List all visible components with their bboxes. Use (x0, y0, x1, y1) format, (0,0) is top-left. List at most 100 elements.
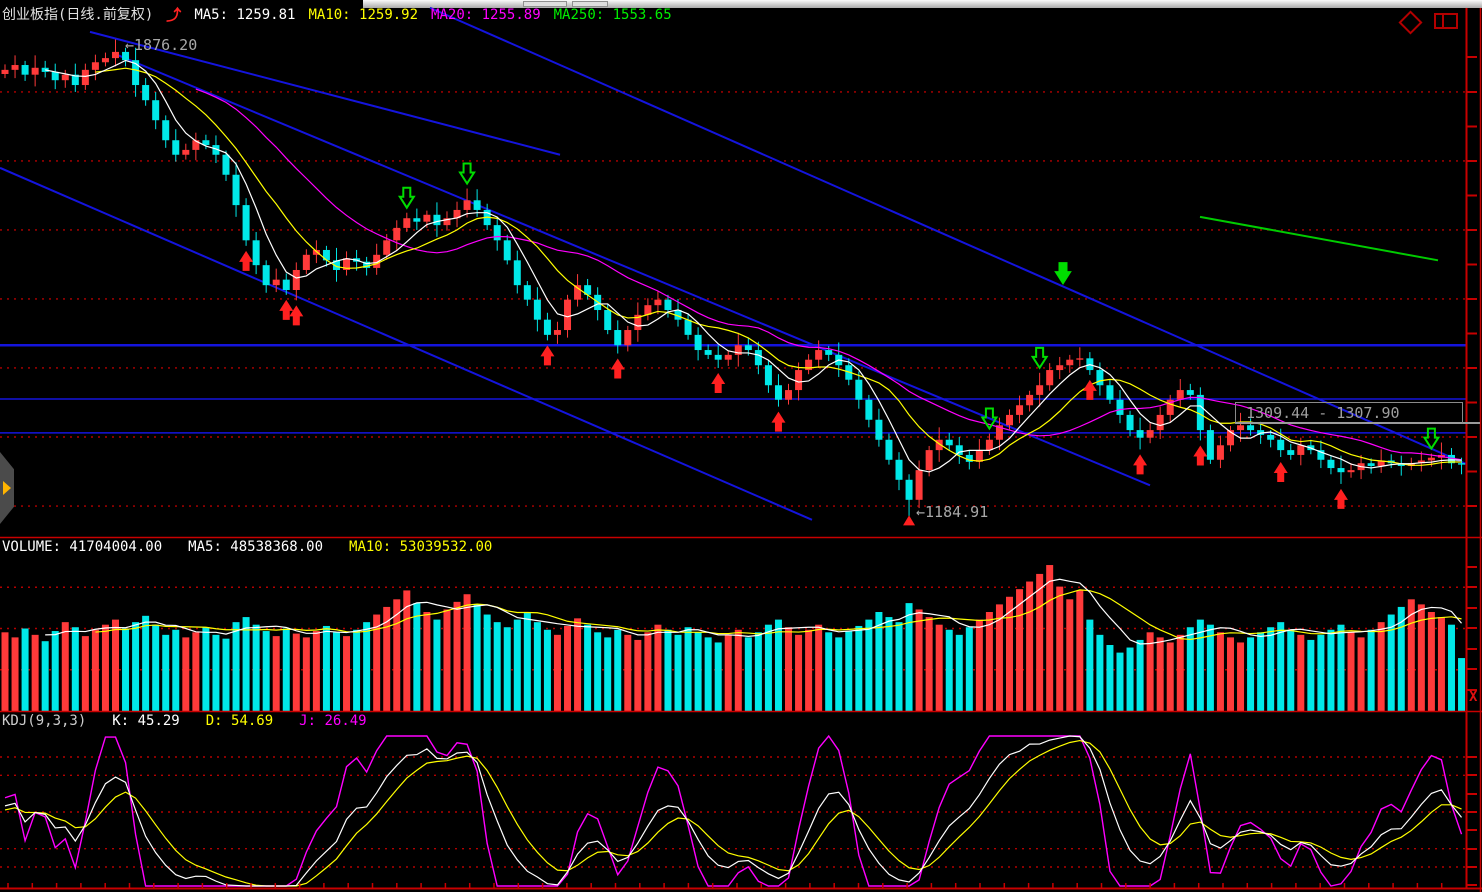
volume-bar (101, 624, 109, 711)
candle-body (302, 254, 310, 270)
candle-body (1116, 399, 1124, 415)
volume-bar (473, 604, 481, 711)
axis-layer (0, 8, 1482, 892)
trendline[interactable] (89, 30, 561, 156)
volume-bar (1186, 627, 1194, 711)
volume-bar (543, 629, 551, 711)
main-price-panel[interactable] (0, 6, 1467, 526)
volume-bar (1146, 632, 1154, 711)
volume-bar (1, 632, 9, 711)
trendline[interactable] (0, 166, 813, 521)
candle-body (322, 249, 330, 261)
volume-bar (955, 634, 963, 711)
volume-bar (714, 642, 722, 711)
candle-body (604, 310, 612, 331)
candle-body (1006, 414, 1013, 426)
window-split-icon[interactable] (1434, 13, 1458, 29)
volume-bar (41, 641, 49, 711)
volume-bar (965, 627, 973, 711)
candle-body (443, 218, 451, 226)
volume-bar (885, 617, 893, 711)
candle-body (453, 209, 461, 219)
candle-body (925, 450, 933, 471)
volume-bar (553, 634, 561, 711)
volume-bar (403, 590, 411, 711)
candle-body (1377, 460, 1385, 466)
volume-bar (1447, 624, 1455, 711)
volume-bar (182, 637, 190, 711)
candle-body (1016, 405, 1024, 415)
volume-bar (262, 631, 270, 711)
candle-body (1397, 463, 1405, 466)
candle-body (272, 279, 280, 286)
candle-body (513, 260, 521, 286)
volume-bar (594, 632, 602, 711)
candle-body (343, 258, 351, 270)
buy-signal-arrow-icon (239, 250, 254, 271)
candle-body (1447, 454, 1455, 464)
candle-body (614, 330, 622, 346)
buy-signal-arrow-icon (1273, 462, 1288, 483)
candle-body (503, 240, 511, 261)
candle-body (423, 214, 431, 222)
volume-bar (122, 628, 130, 711)
volume-bar (1026, 581, 1034, 711)
window-title-strip (363, 0, 1482, 8)
volume-bar (624, 634, 632, 711)
volume-bar (142, 615, 150, 711)
candle-body (774, 385, 782, 400)
ma250-line (1199, 215, 1439, 262)
volume-bar (393, 599, 401, 711)
window-split-icon-bar (1442, 15, 1444, 27)
volume-bar (152, 624, 160, 711)
volume-bar (985, 612, 993, 711)
candle-body (1257, 430, 1265, 435)
volume-panel[interactable] (0, 565, 1466, 711)
ma10-line (95, 67, 1462, 466)
candle-body (714, 354, 722, 360)
volume-bar (31, 634, 39, 711)
candle-body (553, 330, 561, 335)
volume-bar (212, 634, 220, 711)
volume-bar (764, 624, 772, 711)
candle-body (1317, 450, 1325, 460)
trendline[interactable] (114, 53, 1151, 487)
volume-bar (282, 628, 290, 711)
candle-body (463, 200, 471, 210)
trendline[interactable] (429, 6, 1467, 465)
volume-bar (1216, 632, 1224, 711)
candle-body (945, 439, 953, 446)
volume-bar (493, 622, 501, 711)
volume-bar (192, 632, 200, 711)
buy-signal-arrow-icon (540, 345, 555, 366)
candle-body (142, 85, 150, 101)
ma10-line (95, 589, 1462, 641)
ma-indicator: MA10: 1259.92 (308, 7, 419, 23)
candle-body (91, 62, 99, 70)
volume-bar (1016, 589, 1024, 711)
candle-body (363, 261, 371, 268)
close-indicator-button[interactable]: X (1469, 689, 1478, 705)
volume-bar (132, 622, 140, 711)
kdj-panel[interactable] (0, 734, 1466, 887)
candle-body (81, 69, 89, 86)
candle-body (122, 51, 130, 61)
candle-body (21, 65, 29, 75)
volume-bar (11, 637, 19, 711)
volume-bar (1066, 599, 1074, 711)
volume-bar (242, 617, 250, 711)
sidebar-expand-handle[interactable] (0, 452, 14, 524)
volume-bar (674, 634, 682, 711)
volume-bar (312, 631, 320, 711)
candle-body (1126, 414, 1134, 431)
candle-body (1417, 460, 1425, 464)
buy-signal-arrow-icon (1333, 488, 1348, 509)
candle-body (734, 345, 742, 355)
candle-body (1186, 390, 1194, 395)
volume-bar (202, 627, 210, 711)
candle-body (1166, 399, 1174, 415)
sell-signal-arrow-icon (1030, 346, 1049, 370)
volume-bar (332, 632, 340, 711)
